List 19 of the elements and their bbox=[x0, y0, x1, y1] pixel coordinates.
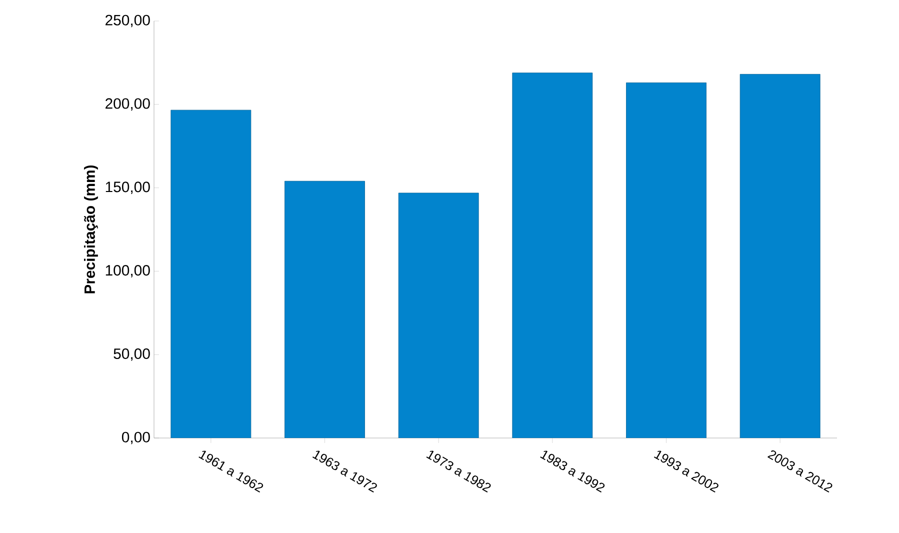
y-tick-label: 0,00 bbox=[122, 432, 150, 444]
y-tick-label: 100,00 bbox=[106, 265, 150, 278]
y-tick-label: 50,00 bbox=[114, 348, 150, 361]
bar bbox=[284, 180, 365, 438]
x-tick-label: 1973 a 1982 bbox=[426, 450, 491, 492]
y-tick-label: 150,00 bbox=[106, 182, 150, 194]
bar bbox=[170, 110, 252, 438]
y-tick-label: 250,00 bbox=[106, 14, 150, 28]
x-tick-label: 1961 a 1962 bbox=[198, 450, 264, 492]
x-tick-label: 1983 a 1992 bbox=[540, 450, 605, 492]
x-tick-label: 2003 a 2012 bbox=[767, 450, 832, 492]
y-tick-label: 200,00 bbox=[106, 98, 150, 111]
bar bbox=[398, 192, 479, 438]
y-axis-title: Precipitação (mm) bbox=[84, 165, 98, 294]
x-tick-label: 1963 a 1972 bbox=[312, 450, 377, 492]
bar bbox=[512, 72, 593, 438]
x-tick-label: 1993 a 2002 bbox=[654, 450, 718, 492]
bar bbox=[740, 74, 820, 438]
bar bbox=[626, 82, 706, 438]
